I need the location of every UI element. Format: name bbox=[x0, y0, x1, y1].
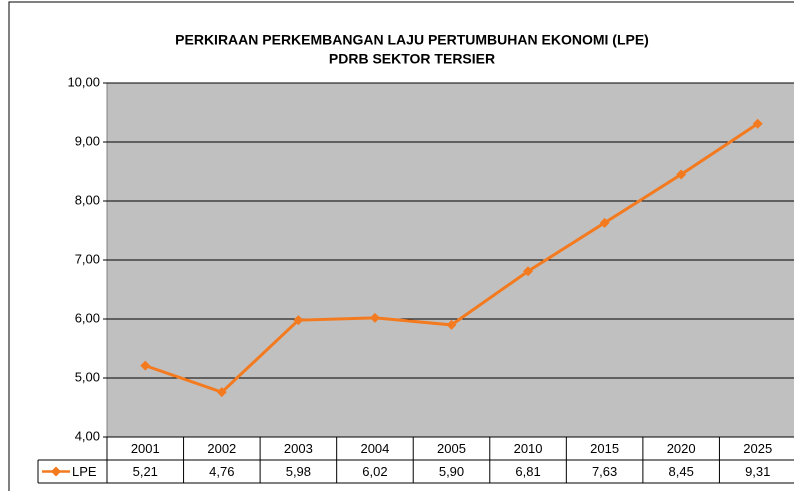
table-value: 5,98 bbox=[286, 464, 311, 479]
point-marker bbox=[752, 118, 763, 129]
y-tick-label: 6,00 bbox=[75, 310, 100, 325]
y-tick-label: 4,00 bbox=[75, 428, 100, 443]
table-value: 6,02 bbox=[362, 464, 387, 479]
point-marker bbox=[293, 315, 304, 326]
y-tick-label: 9,00 bbox=[75, 133, 100, 148]
table-value: 7,63 bbox=[592, 464, 617, 479]
y-tick-label: 8,00 bbox=[75, 192, 100, 207]
chart-title: PERKIRAAN PERKEMBANGAN LAJU PERTUMBUHAN … bbox=[175, 32, 649, 48]
point-marker bbox=[446, 319, 457, 330]
table-value: 5,90 bbox=[439, 464, 464, 479]
legend-marker bbox=[51, 466, 61, 477]
table-value: 8,45 bbox=[669, 464, 694, 479]
point-marker bbox=[369, 312, 380, 323]
table-value: 4,76 bbox=[209, 464, 234, 479]
point-marker bbox=[599, 217, 610, 228]
table-value: 6,81 bbox=[515, 464, 540, 479]
y-tick-label: 7,00 bbox=[75, 251, 100, 266]
table-value: 5,21 bbox=[133, 464, 158, 479]
x-tick-label: 2005 bbox=[437, 441, 466, 456]
x-tick-label: 2025 bbox=[743, 441, 772, 456]
x-tick-label: 2020 bbox=[667, 441, 696, 456]
x-tick-label: 2001 bbox=[131, 441, 160, 456]
y-tick-label: 5,00 bbox=[75, 369, 100, 384]
x-tick-label: 2004 bbox=[360, 441, 389, 456]
x-tick-label: 2010 bbox=[514, 441, 543, 456]
point-marker bbox=[140, 360, 151, 371]
x-tick-label: 2003 bbox=[284, 441, 313, 456]
point-marker bbox=[523, 266, 534, 277]
chart-subtitle: PDRB SEKTOR TERSIER bbox=[329, 51, 495, 67]
x-tick-label: 2015 bbox=[590, 441, 619, 456]
table-value: 9,31 bbox=[745, 464, 770, 479]
legend-label: LPE bbox=[72, 464, 97, 479]
point-marker bbox=[216, 387, 227, 398]
x-tick-label: 2002 bbox=[207, 441, 236, 456]
y-tick-label: 10,00 bbox=[67, 74, 100, 89]
point-marker bbox=[676, 169, 687, 180]
